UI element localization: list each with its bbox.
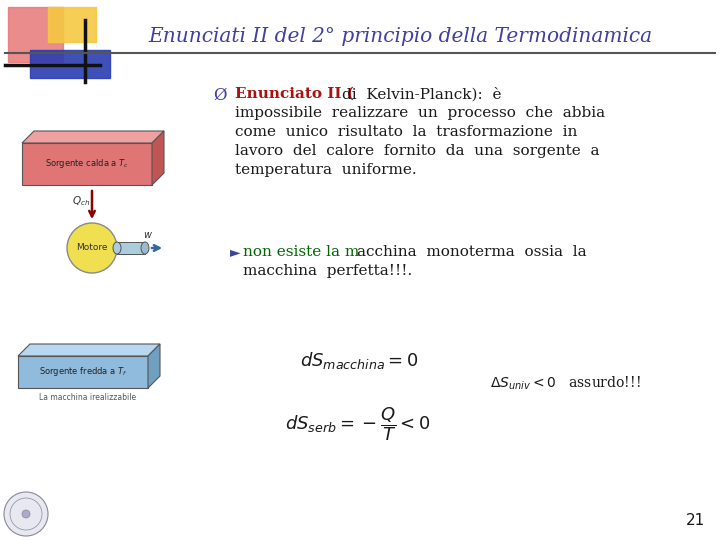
Bar <box>30 50 110 78</box>
Text: lavoro  del  calore  fornito  da  una  sorgente  a: lavoro del calore fornito da una sorgent… <box>235 144 600 158</box>
Ellipse shape <box>113 242 121 254</box>
Text: acchina  monoterma  ossia  la: acchina monoterma ossia la <box>357 245 587 259</box>
Text: 21: 21 <box>685 513 705 528</box>
Text: di  Kelvin-Planck):  è: di Kelvin-Planck): è <box>342 87 502 102</box>
Text: come  unico  risultato  la  trasformazione  in: come unico risultato la trasformazione i… <box>235 125 577 139</box>
Text: ►: ► <box>230 245 240 259</box>
Bar <box>8 7 63 62</box>
Ellipse shape <box>141 242 149 254</box>
Text: Motore: Motore <box>76 244 108 253</box>
Text: Sorgente calda a $T_c$: Sorgente calda a $T_c$ <box>45 158 129 171</box>
Bar <box>22 143 152 185</box>
Text: La macchina irealizzabile: La macchina irealizzabile <box>40 393 137 402</box>
Polygon shape <box>18 344 160 356</box>
Polygon shape <box>152 131 164 185</box>
Text: $dS_{serb} = -\dfrac{Q}{T} < 0$: $dS_{serb} = -\dfrac{Q}{T} < 0$ <box>285 405 431 443</box>
Bar <box>18 356 148 388</box>
Text: Enunciati II del 2° principio della Termodinamica: Enunciati II del 2° principio della Term… <box>148 28 652 46</box>
Text: $w$: $w$ <box>143 230 153 240</box>
Text: temperatura  uniforme.: temperatura uniforme. <box>235 163 417 177</box>
Text: non esiste la m: non esiste la m <box>243 245 359 259</box>
Text: Enunciato II (: Enunciato II ( <box>235 87 354 101</box>
Text: impossibile  realizzare  un  processo  che  abbia: impossibile realizzare un processo che a… <box>235 106 605 120</box>
Polygon shape <box>148 344 160 388</box>
Text: Ø: Ø <box>213 87 227 104</box>
Text: $Q_{ch}$: $Q_{ch}$ <box>72 194 90 208</box>
Circle shape <box>67 223 117 273</box>
Bar <box>48 7 96 42</box>
Circle shape <box>22 510 30 518</box>
Bar <box>117 242 145 254</box>
Text: $dS_{macchina} = 0$: $dS_{macchina} = 0$ <box>300 350 418 371</box>
Circle shape <box>4 492 48 536</box>
Polygon shape <box>22 131 164 143</box>
Text: Sorgente fredda a $T_f$: Sorgente fredda a $T_f$ <box>39 366 127 379</box>
Text: macchina  perfetta!!!.: macchina perfetta!!!. <box>243 264 413 278</box>
Text: $\Delta S_{univ} < 0$   assurdo!!!: $\Delta S_{univ} < 0$ assurdo!!! <box>490 375 641 393</box>
